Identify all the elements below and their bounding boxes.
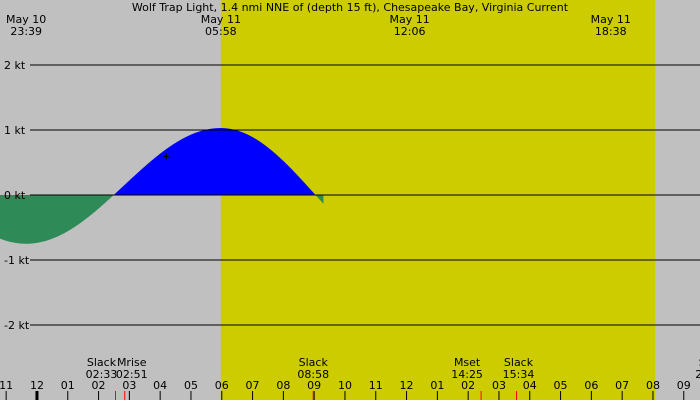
- x-tick-label: 03: [122, 379, 136, 392]
- x-tick-label: 08: [646, 379, 660, 392]
- x-tick-label: 05: [554, 379, 568, 392]
- extreme-date-label: May 11: [201, 13, 241, 26]
- x-tick-label: 07: [615, 379, 629, 392]
- x-tick-label: 06: [215, 379, 229, 392]
- y-tick-label: 1 kt: [4, 124, 26, 137]
- event-time-label: 21: [695, 368, 700, 381]
- y-tick-label: 2 kt: [4, 59, 26, 72]
- x-tick-label: 09: [677, 379, 691, 392]
- event-name-label: Mset: [454, 356, 481, 369]
- event-name-label: Slack: [87, 356, 117, 369]
- extreme-date-label: May 11: [591, 13, 631, 26]
- x-tick-label: 02: [92, 379, 106, 392]
- x-tick-label: 07: [246, 379, 260, 392]
- extreme-date-label: May 10: [6, 13, 46, 26]
- x-tick-label: 06: [584, 379, 598, 392]
- y-tick-label: -1 kt: [4, 254, 30, 267]
- x-tick-label: 04: [153, 379, 167, 392]
- chart-title: Wolf Trap Light, 1.4 nmi NNE of (depth 1…: [132, 1, 569, 14]
- x-tick-label: 12: [30, 379, 44, 392]
- x-tick-label: 11: [369, 379, 383, 392]
- x-tick-label: 09: [307, 379, 321, 392]
- x-tick-label: 08: [276, 379, 290, 392]
- event-name-label: Slack: [504, 356, 534, 369]
- x-tick-label: 01: [430, 379, 444, 392]
- ebb-current-area: [0, 195, 324, 244]
- event-time-label: 15:34: [503, 368, 535, 381]
- extreme-time-label: 23:39: [10, 25, 42, 38]
- daylight-band: [220, 0, 656, 400]
- extreme-time-label: 18:38: [595, 25, 627, 38]
- x-tick-label: 10: [338, 379, 352, 392]
- x-tick-label: 12: [400, 379, 414, 392]
- event-name-label: Mrise: [117, 356, 147, 369]
- x-tick-label: 02: [461, 379, 475, 392]
- y-tick-label: 0 kt: [4, 189, 26, 202]
- x-tick-label: 01: [61, 379, 75, 392]
- extreme-time-label: 12:06: [394, 25, 426, 38]
- event-time-label: 02:51: [116, 368, 148, 381]
- event-time-label: 02:33: [86, 368, 118, 381]
- event-name-label: S: [699, 356, 700, 369]
- event-name-label: Slack: [299, 356, 329, 369]
- x-tick-label: 05: [184, 379, 198, 392]
- flood-current-area: [0, 128, 324, 195]
- current-time-marker: [163, 153, 170, 160]
- y-tick-label: -2 kt: [4, 319, 30, 332]
- x-tick-label: 03: [492, 379, 506, 392]
- x-tick-label: 04: [523, 379, 537, 392]
- extreme-time-label: 05:58: [205, 25, 237, 38]
- event-time-label: 14:25: [451, 368, 483, 381]
- extreme-date-label: May 11: [390, 13, 430, 26]
- event-time-label: 08:58: [297, 368, 329, 381]
- x-tick-label: 11: [0, 379, 13, 392]
